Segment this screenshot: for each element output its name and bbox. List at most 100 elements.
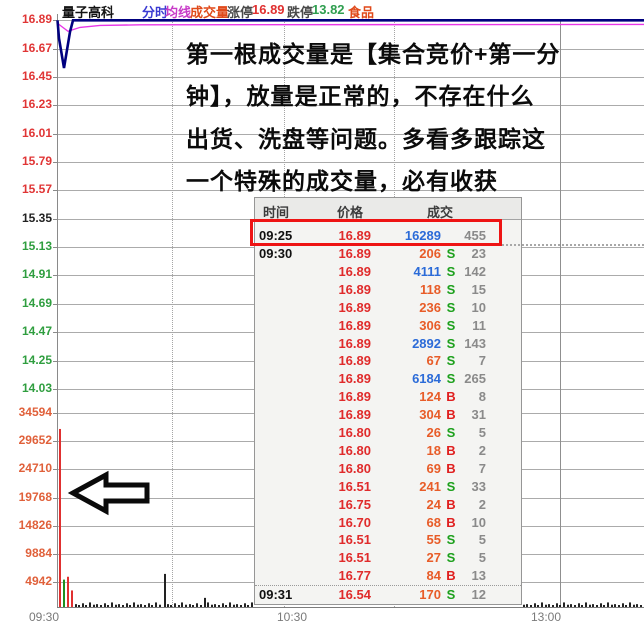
trade-table-header: 时间 价格 成交 xyxy=(255,198,521,220)
trade-row-side: B xyxy=(446,407,456,423)
trade-row-volume: 68 xyxy=(426,514,441,530)
axis-tick xyxy=(53,554,57,555)
trade-row-volume: 69 xyxy=(426,460,441,476)
volume-bar-minor xyxy=(530,605,532,607)
volume-bar-minor xyxy=(100,605,102,607)
trade-row: 16.75 24 B 2 xyxy=(255,496,521,514)
trade-row-side: B xyxy=(446,389,456,405)
titlebar-item-stock-name: 量子高科 xyxy=(62,5,115,20)
titlebar-item-涨停: 涨停 xyxy=(227,5,254,20)
axis-tick xyxy=(53,218,57,220)
trade-row-side: S xyxy=(446,550,456,566)
trade-row: 16.89 2892 S 143 xyxy=(255,335,521,353)
titlebar-item-成交量[interactable]: 成交量 xyxy=(190,5,230,20)
trade-row-price: 16.80 xyxy=(338,442,371,458)
axis-tick xyxy=(53,413,57,414)
volume-bar-minor xyxy=(107,605,109,607)
trade-row-count: 2 xyxy=(478,496,486,512)
volume-bar-minor xyxy=(137,604,139,607)
trade-row-price: 16.54 xyxy=(338,587,371,603)
axis-tick xyxy=(53,332,57,334)
price-gridline xyxy=(57,77,644,78)
trade-row-side: S xyxy=(446,587,456,603)
volume-bar-minor xyxy=(133,602,135,607)
plot-left-border xyxy=(57,14,58,607)
trade-row-side: S xyxy=(446,371,456,387)
titlebar-item-分时[interactable]: 分时 xyxy=(142,5,169,20)
trade-row-side: S xyxy=(446,281,456,297)
trade-row: 16.89 306 S 11 xyxy=(255,317,521,335)
trade-row-count: 5 xyxy=(478,550,486,566)
volume-bar-minor xyxy=(574,605,576,607)
trade-row-price: 16.51 xyxy=(338,478,371,494)
trade-row: 09:25 16.89 16289 455 xyxy=(255,227,521,245)
volume-bar-minor xyxy=(592,604,594,607)
trade-row: 16.89 304 B 31 xyxy=(255,406,521,424)
volume-bar-minor xyxy=(251,602,253,607)
trade-row: 16.89 4111 S 142 xyxy=(255,263,521,281)
price-axis-label: 14.69 xyxy=(21,295,52,310)
axis-tick xyxy=(53,441,57,443)
price-gridline xyxy=(57,190,644,192)
bottom-axis-line xyxy=(57,607,644,608)
trade-row-count: 15 xyxy=(471,281,486,297)
axis-tick xyxy=(53,162,57,164)
trade-row-count: 12 xyxy=(471,587,486,603)
row-reference-dotted-line xyxy=(502,244,644,246)
volume-bar-minor xyxy=(189,604,191,607)
volume-bar-minor xyxy=(211,604,213,607)
volume-bar-minor xyxy=(225,605,227,607)
volume-bar-minor xyxy=(563,602,565,607)
time-gridline-solid xyxy=(560,20,561,607)
volume-bar-minor xyxy=(548,604,550,607)
trade-row-price: 16.89 xyxy=(338,335,371,351)
trade-row-count: 7 xyxy=(478,353,486,369)
axis-tick xyxy=(53,275,57,277)
trade-row-price: 16.51 xyxy=(338,532,371,548)
price-axis-label: 14.91 xyxy=(21,267,52,282)
volume-bar-minor xyxy=(622,603,624,607)
volume-bar-minor xyxy=(229,602,231,607)
annotation-line: 出货、洗盘等问题。多看多跟踪这 xyxy=(186,126,546,152)
trade-row-side: S xyxy=(446,299,456,315)
trade-row-price: 16.89 xyxy=(338,228,371,243)
tick-trade-table[interactable]: 时间 价格 成交 09:25 16.89 16289 455 09:30 16.89 206… xyxy=(254,197,522,605)
axis-tick xyxy=(53,247,57,249)
trade-row-count: 8 xyxy=(478,389,486,405)
trade-row: 16.80 69 B 7 xyxy=(255,460,521,478)
volume-bar-minor xyxy=(167,604,169,607)
volume-axis-label: 19768 xyxy=(18,489,52,504)
volume-bar-minor xyxy=(185,604,187,607)
trade-row-volume: 55 xyxy=(426,532,441,548)
volume-bar-minor xyxy=(537,605,539,607)
trade-row: 16.89 118 S 15 xyxy=(255,281,521,299)
trade-row-count: 13 xyxy=(471,568,486,584)
volume-bar-minor xyxy=(96,604,98,607)
volume-bar-minor xyxy=(140,604,142,607)
price-axis-label: 16.67 xyxy=(21,40,52,55)
trade-row-price: 16.75 xyxy=(338,496,371,512)
trade-row-count: 142 xyxy=(464,263,486,279)
axis-tick xyxy=(53,48,57,50)
volume-bar-minor xyxy=(144,605,146,607)
price-axis-label: 15.35 xyxy=(21,210,52,225)
trade-row: 16.89 6184 S 265 xyxy=(255,370,521,388)
titlebar-item-均线[interactable]: 均线 xyxy=(165,5,192,20)
volume-bar-minor xyxy=(603,605,605,607)
volume-bar-minor xyxy=(578,603,580,607)
volume-bar-minor xyxy=(207,602,209,607)
trade-row-side: S xyxy=(446,246,456,261)
trade-row: 16.80 26 S 5 xyxy=(255,424,521,442)
volume-bar-minor xyxy=(222,603,224,607)
trade-row-volume: 241 xyxy=(419,478,441,494)
trade-row-volume: 2892 xyxy=(412,335,441,351)
trade-row-count: 265 xyxy=(464,371,486,387)
trade-row-price: 16.89 xyxy=(338,371,371,387)
trade-row: 16.70 68 B 10 xyxy=(255,514,521,532)
trade-row-count: 7 xyxy=(478,460,486,476)
volume-bar-minor xyxy=(581,605,583,607)
volume-bar-minor xyxy=(93,604,95,607)
trade-row: 16.89 124 B 8 xyxy=(255,388,521,406)
